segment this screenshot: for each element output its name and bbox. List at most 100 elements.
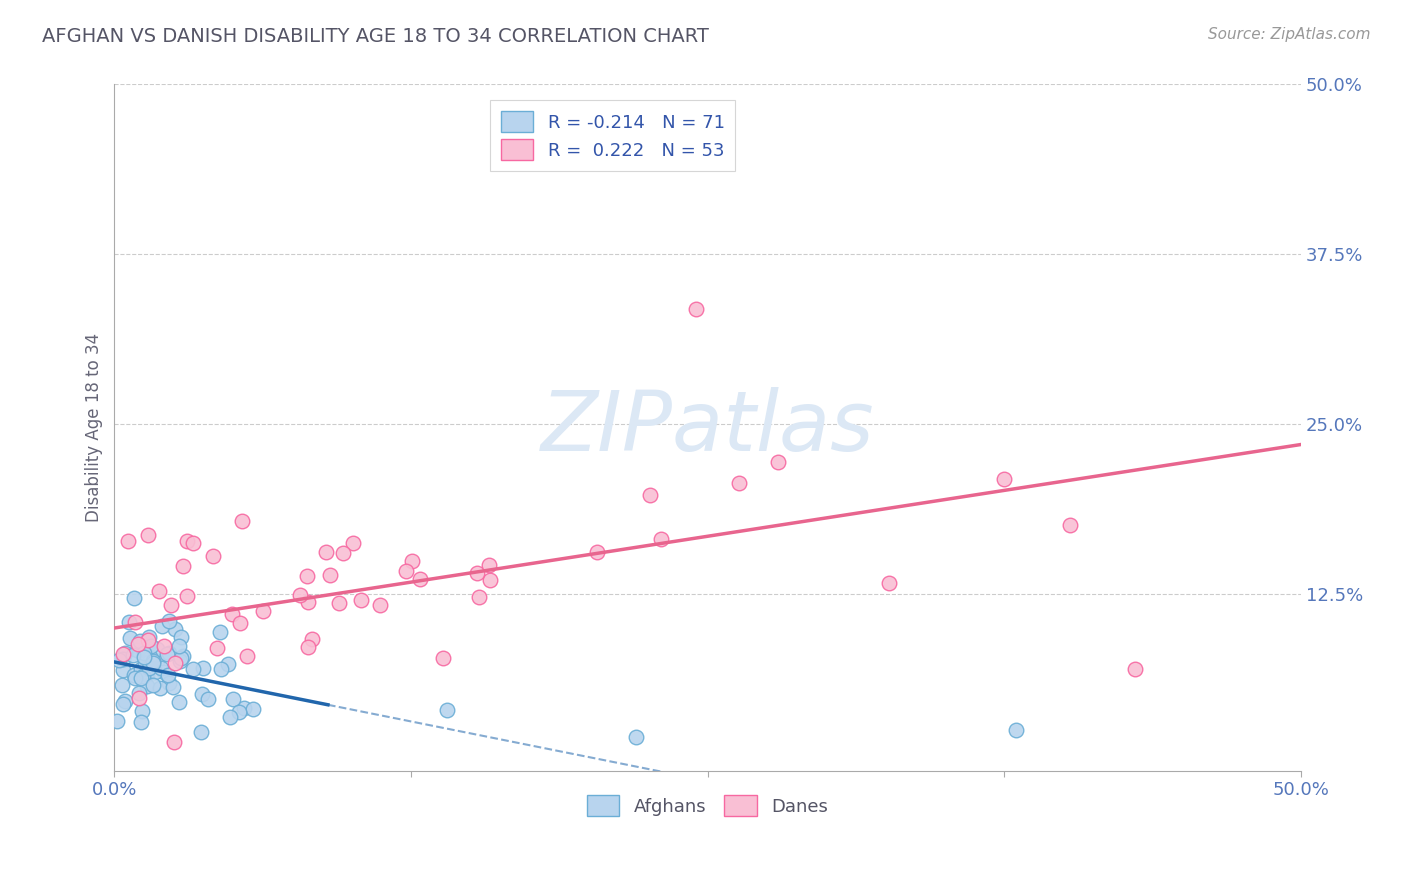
Point bbox=[138, 661, 160, 675]
Point bbox=[207, 641, 229, 656]
Point bbox=[993, 471, 1015, 485]
Point bbox=[128, 634, 150, 648]
Point bbox=[626, 730, 648, 744]
Point bbox=[432, 651, 454, 665]
Point bbox=[108, 653, 131, 667]
Point bbox=[468, 590, 491, 604]
Point bbox=[401, 554, 423, 568]
Text: Source: ZipAtlas.com: Source: ZipAtlas.com bbox=[1208, 27, 1371, 42]
Point bbox=[191, 661, 214, 675]
Point bbox=[409, 572, 432, 586]
Point bbox=[156, 668, 179, 682]
Point bbox=[135, 667, 157, 681]
Point bbox=[136, 528, 159, 542]
Point bbox=[252, 603, 274, 617]
Point bbox=[125, 643, 148, 657]
Point bbox=[152, 665, 174, 680]
Point bbox=[146, 654, 169, 668]
Point bbox=[124, 671, 146, 685]
Point bbox=[640, 488, 662, 502]
Point bbox=[112, 652, 135, 666]
Point bbox=[139, 649, 162, 664]
Point bbox=[112, 647, 135, 661]
Point bbox=[135, 667, 157, 681]
Point bbox=[129, 714, 152, 729]
Point bbox=[142, 678, 165, 692]
Point bbox=[117, 533, 139, 548]
Point bbox=[650, 532, 672, 546]
Point bbox=[112, 663, 135, 677]
Point bbox=[297, 640, 319, 654]
Point bbox=[301, 632, 323, 647]
Point bbox=[176, 534, 198, 549]
Legend: Afghans, Danes: Afghans, Danes bbox=[579, 789, 835, 823]
Point bbox=[1123, 662, 1146, 676]
Point bbox=[328, 596, 350, 610]
Point bbox=[221, 692, 243, 706]
Point bbox=[128, 691, 150, 706]
Point bbox=[191, 687, 214, 701]
Point bbox=[122, 648, 145, 662]
Point bbox=[197, 692, 219, 706]
Point bbox=[478, 558, 501, 572]
Point bbox=[142, 654, 165, 668]
Text: ZIPatlas: ZIPatlas bbox=[541, 387, 875, 468]
Point bbox=[114, 646, 136, 660]
Point bbox=[167, 639, 190, 653]
Point bbox=[146, 641, 169, 656]
Point bbox=[132, 669, 155, 683]
Point bbox=[727, 476, 749, 491]
Point bbox=[162, 735, 184, 749]
Point bbox=[148, 583, 170, 598]
Point bbox=[436, 702, 458, 716]
Point bbox=[135, 679, 157, 693]
Point bbox=[128, 686, 150, 700]
Point bbox=[228, 705, 250, 719]
Point bbox=[288, 588, 311, 602]
Point bbox=[217, 657, 239, 672]
Point bbox=[172, 558, 194, 573]
Point bbox=[143, 665, 166, 679]
Point bbox=[138, 633, 160, 648]
Point bbox=[160, 598, 183, 612]
Point bbox=[129, 663, 152, 677]
Point bbox=[122, 668, 145, 682]
Point bbox=[124, 615, 146, 629]
Point bbox=[157, 614, 180, 628]
Point bbox=[295, 568, 318, 582]
Point bbox=[190, 725, 212, 739]
Point bbox=[218, 710, 240, 724]
Point bbox=[131, 704, 153, 718]
Point bbox=[342, 536, 364, 550]
Point bbox=[150, 660, 173, 674]
Point bbox=[208, 624, 231, 639]
Point bbox=[236, 649, 259, 664]
Point bbox=[134, 656, 156, 670]
Point bbox=[132, 646, 155, 660]
Point bbox=[176, 589, 198, 603]
Point bbox=[157, 646, 180, 660]
Point bbox=[167, 696, 190, 710]
Point bbox=[152, 619, 174, 633]
Point bbox=[122, 591, 145, 606]
Point bbox=[479, 573, 502, 587]
Point bbox=[156, 647, 179, 661]
Point bbox=[138, 631, 160, 645]
Point bbox=[118, 615, 141, 630]
Point bbox=[111, 678, 134, 692]
Point bbox=[134, 649, 156, 664]
Point bbox=[465, 566, 488, 580]
Point bbox=[1005, 723, 1028, 737]
Point bbox=[315, 544, 337, 558]
Point bbox=[232, 701, 254, 715]
Point bbox=[319, 568, 342, 582]
Point bbox=[172, 649, 194, 664]
Text: AFGHAN VS DANISH DISABILITY AGE 18 TO 34 CORRELATION CHART: AFGHAN VS DANISH DISABILITY AGE 18 TO 34… bbox=[42, 27, 709, 45]
Point bbox=[114, 694, 136, 708]
Point bbox=[159, 676, 181, 690]
Point bbox=[127, 636, 149, 650]
Point bbox=[229, 615, 252, 630]
Point bbox=[879, 575, 901, 590]
Point bbox=[169, 654, 191, 668]
Point bbox=[332, 546, 354, 560]
